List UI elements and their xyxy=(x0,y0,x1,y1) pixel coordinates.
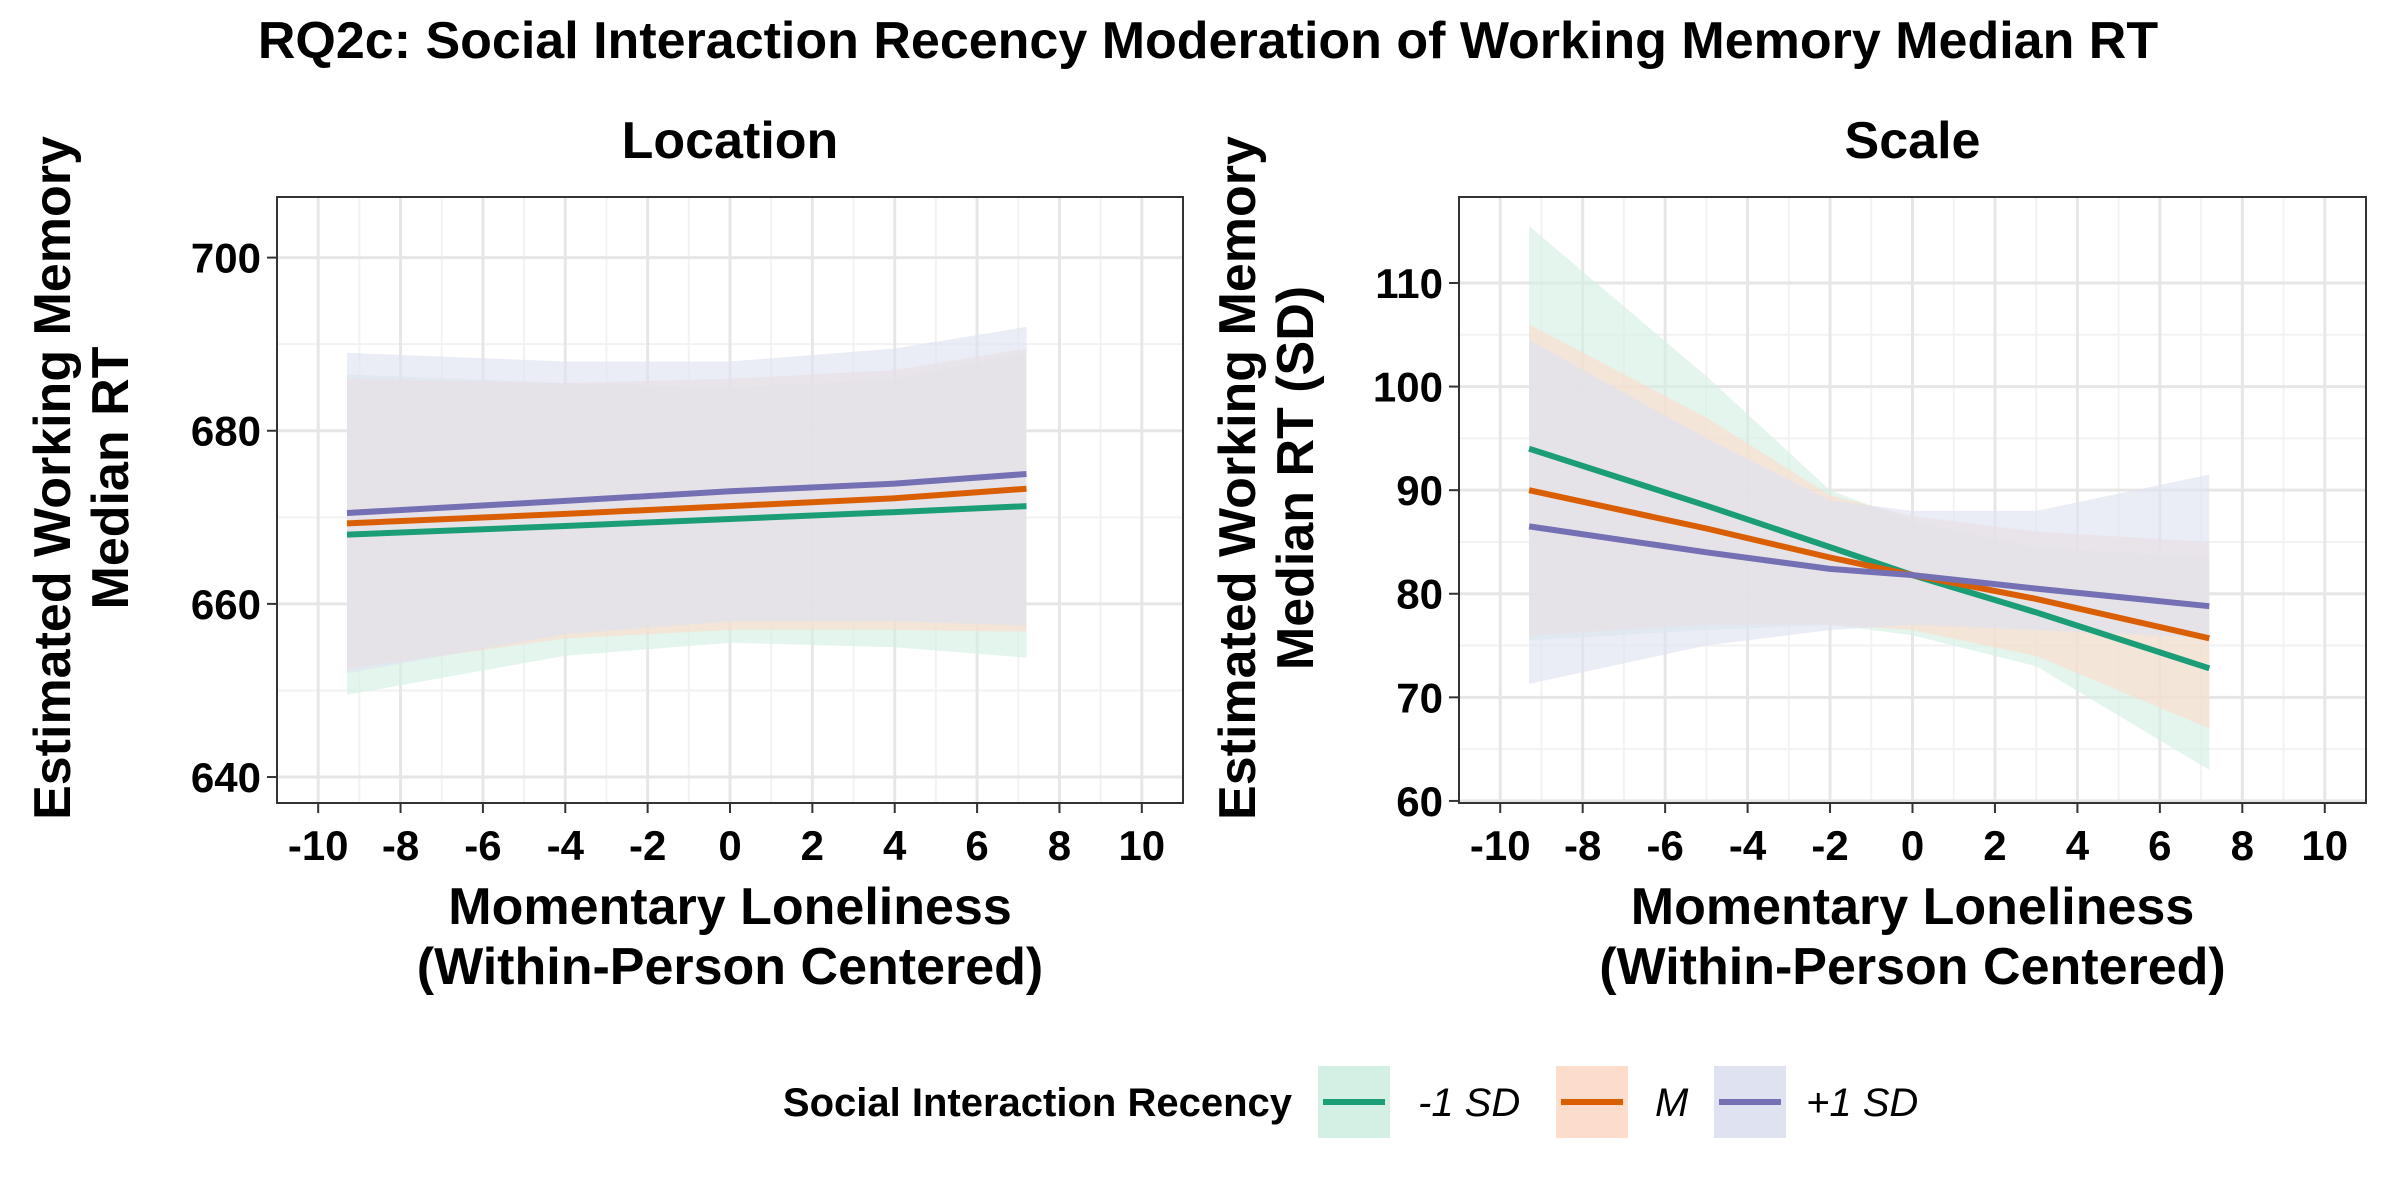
series-line-+1 SD xyxy=(346,471,1027,516)
y-tick-label: 680 xyxy=(191,408,261,455)
y-tick-label: 110 xyxy=(1375,260,1443,307)
legend-title: Social Interaction Recency xyxy=(783,1081,1293,1125)
x-axis-title: Momentary Loneliness xyxy=(1631,878,2194,936)
x-tick-label: -4 xyxy=(1729,822,1767,869)
series-line-M xyxy=(1528,487,2210,642)
series-line--1 SD xyxy=(1528,445,2211,672)
y-tick-label: 70 xyxy=(1396,674,1443,721)
y-axis-title: Estimated Working Memory xyxy=(24,136,82,820)
panel-title: Location xyxy=(622,112,839,170)
y-tick-label: 80 xyxy=(1396,571,1443,618)
series-line-+1 SD xyxy=(1528,523,2210,610)
x-tick-label: 0 xyxy=(718,822,741,869)
x-tick-label: 6 xyxy=(965,822,988,869)
x-tick-label: -6 xyxy=(464,822,501,869)
y-tick-label: 100 xyxy=(1373,364,1443,411)
y-tick-label: 700 xyxy=(191,235,261,282)
x-tick-label: 10 xyxy=(1118,822,1165,869)
ci-band-+1 SD xyxy=(347,326,1027,674)
x-tick-label: -6 xyxy=(1646,822,1683,869)
x-tick-label: 2 xyxy=(1983,822,2006,869)
series-line--1 SD xyxy=(346,503,1027,538)
x-axis-title: (Within-Person Centered) xyxy=(417,938,1043,996)
x-tick-label: 10 xyxy=(2301,822,2348,869)
x-axis-title: Momentary Loneliness xyxy=(448,878,1011,936)
y-tick-label: 60 xyxy=(1396,778,1443,825)
x-tick-label: -8 xyxy=(1564,822,1601,869)
y-axis-title: Median RT (SD) xyxy=(1267,286,1325,670)
x-tick-label: 8 xyxy=(1048,822,1071,869)
y-tick-label: 660 xyxy=(191,581,261,628)
x-tick-label: -10 xyxy=(1470,822,1531,869)
x-tick-label: 8 xyxy=(2231,822,2254,869)
x-tick-label: -4 xyxy=(547,822,585,869)
x-tick-label: 0 xyxy=(1901,822,1924,869)
legend-label: +1 SD xyxy=(1806,1081,1918,1125)
panel-title: Scale xyxy=(1845,112,1981,170)
x-axis-title: (Within-Person Centered) xyxy=(1599,938,2225,996)
x-tick-label: -8 xyxy=(382,822,419,869)
x-tick-label: 6 xyxy=(2148,822,2171,869)
y-tick-label: 640 xyxy=(191,754,261,801)
y-tick-label: 90 xyxy=(1396,467,1443,514)
x-tick-label: 2 xyxy=(801,822,824,869)
legend: Social Interaction Recency -1 SD M +1 SD xyxy=(783,1066,1918,1138)
legend-label: M xyxy=(1655,1081,1689,1125)
figure-title: RQ2c: Social Interaction Recency Moderat… xyxy=(258,12,2158,70)
x-tick-label: -10 xyxy=(288,822,349,869)
series-line-M xyxy=(346,485,1027,527)
x-tick-label: 4 xyxy=(2066,822,2090,869)
x-tick-label: 4 xyxy=(883,822,907,869)
x-tick-label: -2 xyxy=(629,822,666,869)
y-axis-title: Median RT xyxy=(82,346,140,609)
legend-label: -1 SD xyxy=(1418,1081,1520,1125)
panel-scale: -10 -8 -6 -4 -2 0 2 4 6 8 10 60 70 80 90 100 110 Scale Mom… xyxy=(1209,112,2367,996)
panel-location: -10 -8 -6 -4 -2 0 2 4 6 8 10 640 660 680 700 Location Mo… xyxy=(24,112,1184,996)
y-axis-title: Estimated Working Memory xyxy=(1209,136,1267,820)
x-tick-label: -2 xyxy=(1811,822,1848,869)
